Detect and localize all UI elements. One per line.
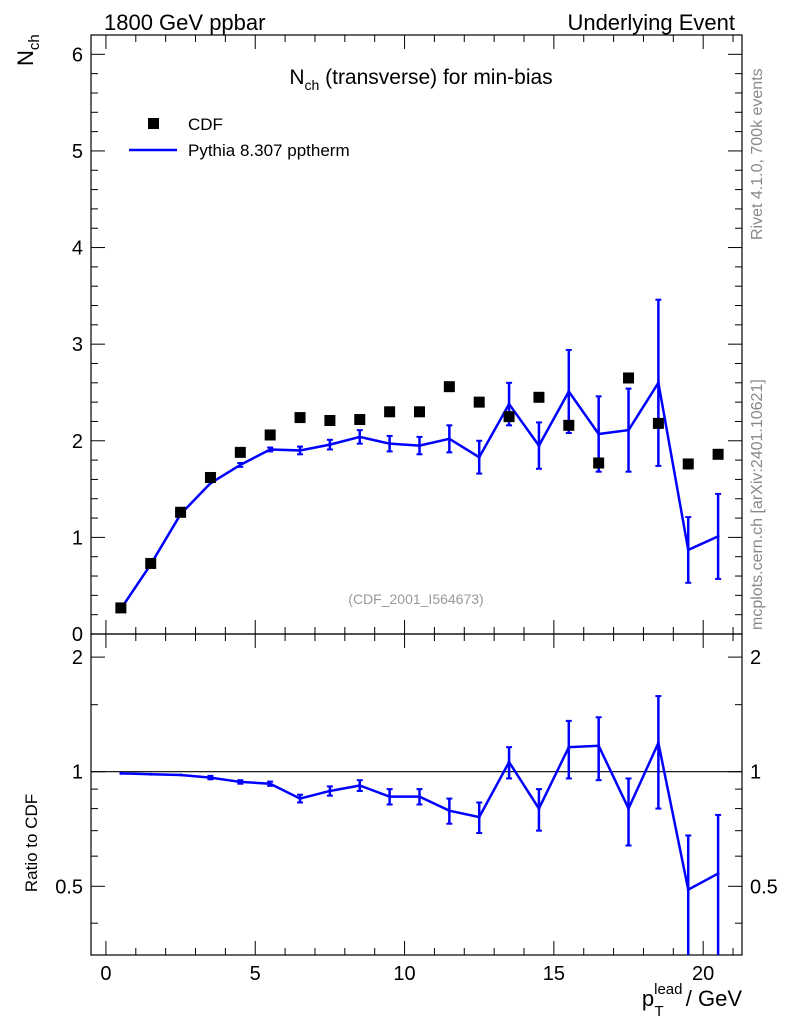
y-tick-label: 2 bbox=[72, 431, 83, 453]
y-tick-label-right: 1 bbox=[750, 762, 761, 784]
y-tick-label: 0 bbox=[72, 624, 83, 646]
y-axis-label-main: Nch bbox=[13, 34, 43, 66]
y-tick-label: 5 bbox=[72, 141, 83, 163]
y-tick-label: 2 bbox=[72, 647, 83, 669]
cdf-data-point bbox=[623, 372, 635, 384]
legend-label-pythia: Pythia 8.307 pptherm bbox=[188, 141, 350, 160]
mc-point bbox=[298, 448, 302, 452]
mc-point bbox=[388, 442, 392, 446]
ratio-point bbox=[328, 789, 332, 793]
cdf-data-point bbox=[473, 396, 485, 408]
ratio-point bbox=[119, 771, 123, 775]
cdf-data-point bbox=[234, 446, 246, 458]
cdf-data-point bbox=[384, 406, 396, 418]
mc-point bbox=[567, 390, 571, 394]
cdf-data-point bbox=[324, 414, 336, 426]
cdf-data-point bbox=[503, 411, 515, 423]
mc-point bbox=[447, 437, 451, 441]
mc-point bbox=[686, 548, 690, 552]
main-panel: 0 1 2 3 4 5 6 bbox=[72, 34, 743, 646]
plot-title: Nch (transverse) for min-bias bbox=[289, 66, 552, 93]
cdf-data-point bbox=[175, 506, 187, 518]
plot-frame bbox=[90, 633, 743, 956]
header-left: 1800 GeV ppbar bbox=[104, 10, 265, 35]
mc-point bbox=[268, 447, 272, 451]
cdf-data-point bbox=[145, 557, 157, 569]
mc-point bbox=[597, 432, 601, 436]
ratio-point bbox=[656, 741, 660, 745]
y-tick-label: 1 bbox=[72, 527, 83, 549]
ratio-point bbox=[597, 744, 601, 748]
cdf-data-point bbox=[264, 429, 276, 441]
x-tick-label: 10 bbox=[393, 963, 415, 985]
mc-point bbox=[627, 428, 631, 432]
x-tick-label: 0 bbox=[100, 963, 111, 985]
cdf-data-point bbox=[533, 391, 545, 403]
y-tick-label: 0.5 bbox=[55, 876, 83, 898]
ratio-point bbox=[388, 795, 392, 799]
y-tick-label: 1 bbox=[72, 762, 83, 784]
ratio-point bbox=[298, 797, 302, 801]
legend: CDF Pythia 8.307 pptherm bbox=[129, 115, 350, 160]
mc-point bbox=[716, 534, 720, 538]
x-tick-label: 15 bbox=[543, 963, 565, 985]
ratio-point bbox=[358, 783, 362, 787]
mc-point bbox=[358, 435, 362, 439]
mc-point bbox=[238, 463, 242, 467]
y-tick-label: 6 bbox=[72, 44, 83, 66]
ratio-point bbox=[149, 772, 153, 776]
cdf-data-point bbox=[204, 471, 216, 483]
y-tick-label-right: 0.5 bbox=[750, 876, 778, 898]
rivet-version-label: Rivet 4.1.0, 700k events bbox=[749, 68, 766, 240]
mc-point bbox=[507, 402, 511, 406]
y-tick-label-right: 2 bbox=[750, 647, 761, 669]
mc-point bbox=[328, 443, 332, 447]
mc-point bbox=[537, 444, 541, 448]
cdf-data-point bbox=[413, 406, 425, 418]
ratio-point bbox=[716, 872, 720, 876]
cdf-data-point bbox=[593, 457, 605, 469]
cdf-data-point bbox=[115, 602, 127, 614]
ratio-point bbox=[507, 760, 511, 764]
ratio-point bbox=[417, 795, 421, 799]
y-tick-label: 3 bbox=[72, 334, 83, 356]
x-tick-label: 20 bbox=[692, 963, 714, 985]
y-axis-label-ratio: Ratio to CDF bbox=[22, 794, 41, 892]
cdf-data-point bbox=[563, 419, 575, 431]
header-right: Underlying Event bbox=[567, 10, 735, 35]
cdf-data-point bbox=[712, 448, 724, 460]
legend-label-cdf: CDF bbox=[188, 115, 223, 134]
mc-point bbox=[656, 381, 660, 385]
cdf-data-point bbox=[682, 458, 694, 470]
cdf-data-point bbox=[652, 417, 664, 429]
ratio-point bbox=[238, 780, 242, 784]
mcplots-label: mcplots.cern.ch [arXiv:2401.10621] bbox=[749, 379, 766, 630]
x-axis-label: plead T / GeV bbox=[642, 981, 742, 1020]
ratio-point bbox=[686, 888, 690, 892]
ratio-point bbox=[179, 773, 183, 777]
cdf-data-point bbox=[443, 381, 455, 393]
mc-point bbox=[417, 444, 421, 448]
ratio-point bbox=[627, 807, 631, 811]
ratio-point bbox=[268, 782, 272, 786]
ratio-point bbox=[567, 745, 571, 749]
ratio-point bbox=[447, 809, 451, 813]
x-tick-label: 5 bbox=[250, 963, 261, 985]
ratio-point bbox=[208, 776, 212, 780]
cdf-data-point bbox=[354, 414, 366, 426]
analysis-watermark: (CDF_2001_I564673) bbox=[348, 591, 483, 607]
ratio-panel: 0.5 0.51 12 20 5 10 15 20 bbox=[55, 633, 778, 985]
y-tick-label: 4 bbox=[72, 238, 83, 260]
ratio-point bbox=[537, 807, 541, 811]
ratio-point bbox=[477, 815, 481, 819]
mc-point bbox=[477, 455, 481, 459]
cdf-data-point bbox=[294, 412, 306, 424]
legend-marker-cdf bbox=[148, 118, 159, 129]
